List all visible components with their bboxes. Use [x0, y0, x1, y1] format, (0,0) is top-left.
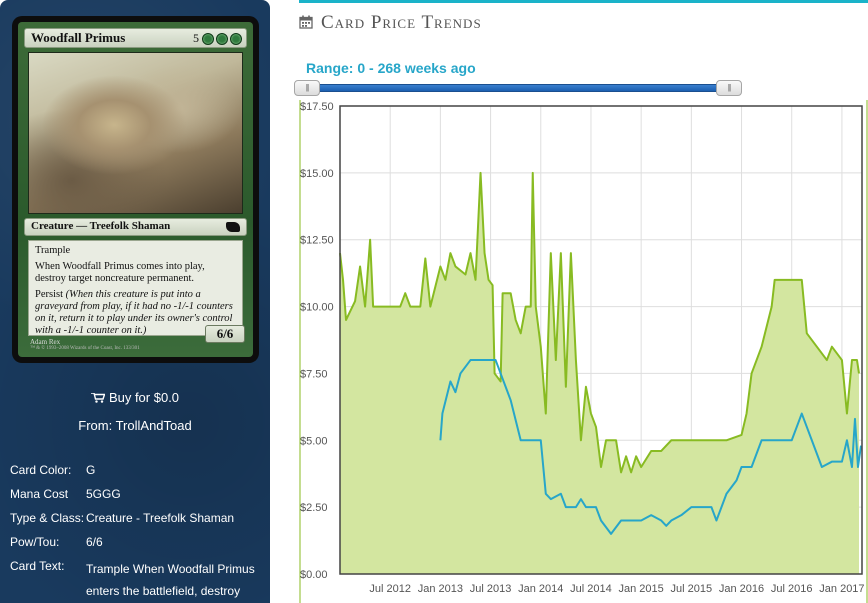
y-tick-label: $15.00: [300, 168, 334, 180]
plot-frame: [339, 105, 863, 575]
detail-label: Mana Cost: [10, 487, 69, 501]
green-mana-icon: [230, 32, 242, 45]
card-frame: Woodfall Primus 5 Creature — Treefolk Sh…: [18, 22, 253, 357]
slider-handle-start[interactable]: |||: [294, 80, 320, 96]
price-trend-chart: $0.00 $2.50 $5.00 $7.50 $10.00 $12.50 $15.00 $1…: [299, 100, 868, 603]
y-tick-label: $0.00: [300, 569, 328, 581]
detail-value: 5GGG: [86, 487, 121, 501]
y-tick-label: $17.50: [300, 101, 334, 113]
x-tick-label: Jan 2013: [418, 583, 463, 595]
x-tick-label: Jan 2016: [719, 583, 764, 595]
y-tick-label: $7.50: [300, 368, 328, 380]
series-line-1: [439, 359, 862, 535]
card-artwork: [28, 52, 243, 214]
power-toughness-box: 6/6: [205, 325, 245, 343]
artist-credit: Adam Rex ™ & © 1993–2008 Wizards of the …: [30, 338, 140, 351]
detail-value: G: [86, 463, 96, 477]
card-image: Woodfall Primus 5 Creature — Treefolk Sh…: [12, 16, 259, 363]
card-title-bar: Woodfall Primus 5: [24, 28, 247, 48]
x-tick-label: Jul 2014: [570, 583, 612, 595]
x-tick-label: Jan 2017: [819, 583, 864, 595]
detail-label: Type & Class:: [10, 511, 85, 525]
detail-label: Pow/Tou:: [10, 535, 60, 549]
slider-handle-end[interactable]: |||: [716, 80, 742, 96]
card-info-panel: Woodfall Primus 5 Creature — Treefolk Sh…: [0, 0, 270, 603]
detail-label: Card Text:: [10, 559, 65, 573]
card-rules-text: Trample When Woodfall Primus comes into …: [28, 240, 243, 336]
series-area-0: [340, 172, 859, 574]
shopping-cart-icon: [90, 393, 105, 403]
x-tick-label: Jan 2014: [518, 583, 563, 595]
x-tick-label: Jan 2015: [619, 583, 664, 595]
buy-label[interactable]: Buy for $0.0: [108, 390, 180, 405]
card-type-bar: Creature — Treefolk Shaman: [24, 218, 247, 236]
generic-mana-symbol: 5: [193, 31, 199, 45]
detail-value: Creature - Treefolk Shaman: [86, 511, 235, 525]
detail-row-pow-tou: Pow/Tou: 6/6: [10, 534, 270, 558]
mana-cost-symbols: 5: [193, 31, 242, 46]
chart-axes: [299, 100, 868, 603]
detail-row-mana-cost: Mana Cost 5GGG: [10, 486, 270, 510]
slider-track[interactable]: [306, 84, 730, 92]
detail-value: Trample When Woodfall Primus enters the …: [86, 562, 255, 598]
section-title: Card Price Trends: [299, 12, 482, 34]
detail-row-card-text: Card Text: Trample When Woodfall Primus …: [10, 558, 270, 602]
green-mana-icon: [202, 32, 214, 45]
buy-link[interactable]: Buy for $0.0: [0, 390, 270, 405]
calendar-icon: [299, 15, 313, 29]
card-details-list: Card Color: G Mana Cost 5GGG Type & Clas…: [10, 462, 270, 602]
detail-row-color: Card Color: G: [10, 462, 270, 486]
rules-keyword: Trample: [35, 245, 71, 256]
seller-label: From: TrollAndToad: [78, 418, 192, 433]
rules-ability: When Woodfall Primus comes into play, de…: [35, 261, 205, 284]
chart-tick-labels: $0.00 $2.50 $5.00 $7.50 $10.00 $12.50 $15.00 $1…: [300, 101, 865, 595]
range-label: Range: 0 - 268 weeks ago: [306, 60, 476, 76]
detail-label: Card Color:: [10, 463, 72, 477]
section-title-text: Card Price Trends: [321, 12, 482, 33]
x-tick-label: Jul 2013: [470, 583, 512, 595]
series-line-0: [339, 171, 860, 474]
persist-reminder: (When this creature is put into a gravey…: [35, 289, 233, 336]
persist-ability: Persist (When this creature is put into …: [35, 289, 236, 337]
detail-row-type-class: Type & Class: Creature - Treefolk Shaman: [10, 510, 270, 534]
card-name: Woodfall Primus: [31, 30, 126, 45]
x-tick-label: Jul 2012: [369, 583, 411, 595]
y-tick-label: $2.50: [300, 502, 328, 514]
x-tick-label: Jul 2016: [771, 583, 813, 595]
y-tick-label: $10.00: [300, 302, 334, 314]
chart-series: [339, 171, 862, 574]
x-tick-label: Jul 2015: [671, 583, 713, 595]
section-divider: [299, 0, 868, 3]
detail-value: 6/6: [86, 535, 103, 549]
artist-name: Adam Rex: [30, 338, 61, 346]
green-mana-icon: [216, 32, 228, 45]
range-slider[interactable]: ||| |||: [294, 78, 742, 96]
card-type-line: Creature — Treefolk Shaman: [31, 220, 171, 232]
y-tick-label: $12.50: [300, 235, 334, 247]
copyright-line: ™ & © 1993–2008 Wizards of the Coast, In…: [30, 346, 140, 351]
set-symbol-icon: [226, 222, 240, 232]
persist-label: Persist: [35, 289, 64, 300]
y-tick-label: $5.00: [300, 435, 328, 447]
